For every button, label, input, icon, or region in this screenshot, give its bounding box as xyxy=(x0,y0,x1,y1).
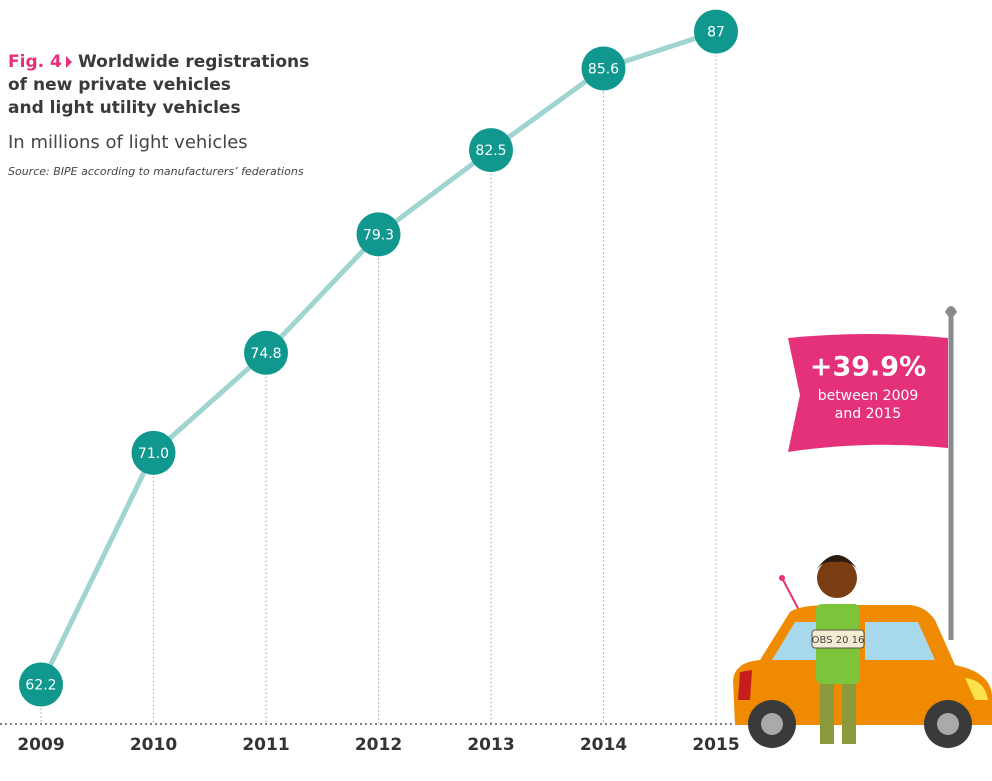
value-label: 71.0 xyxy=(138,446,169,462)
value-label: 87 xyxy=(707,25,725,41)
x-tick-label: 2011 xyxy=(242,735,289,755)
annotation-text: between 2009 xyxy=(818,388,919,404)
antenna xyxy=(782,578,800,612)
value-label: 62.2 xyxy=(25,678,56,694)
figure-label: Fig. 4 xyxy=(8,52,62,72)
subtitle: In millions of light vehicles xyxy=(8,132,248,153)
tail-light xyxy=(738,670,752,700)
value-label: 74.8 xyxy=(250,346,281,362)
title-line: and light utility vehicles xyxy=(8,98,241,118)
plot: 62.2 71.0 74.8 79.3 82.5 85.6 87 2009 2010 2011 20… xyxy=(17,10,739,755)
value-label: 82.5 xyxy=(475,143,506,159)
annotation-value: +39.9% xyxy=(810,352,926,383)
x-tick-label: 2010 xyxy=(130,735,177,755)
x-tick-label: 2014 xyxy=(580,735,627,755)
header: Fig. 4 Worldwide registrations of new pr… xyxy=(8,52,309,178)
pole-top xyxy=(945,306,957,317)
x-tick-label: 2012 xyxy=(355,735,402,755)
x-tick-label: 2009 xyxy=(17,735,64,755)
x-tick-label: 2015 xyxy=(692,735,739,755)
antenna-tip xyxy=(779,575,785,581)
annotation-text: and 2015 xyxy=(835,406,901,422)
hub xyxy=(937,713,959,735)
hub xyxy=(761,713,783,735)
title-line: of new private vehicles xyxy=(8,75,231,95)
title-line: Worldwide registrations xyxy=(78,52,309,72)
flag: +39.9% between 2009 and 2015 xyxy=(788,306,957,640)
value-label: 85.6 xyxy=(588,61,619,77)
x-tick-label: 2013 xyxy=(467,735,514,755)
value-label: 79.3 xyxy=(363,227,394,243)
plate-text: OBS 20 16 xyxy=(812,635,865,646)
leg xyxy=(842,680,856,744)
leg xyxy=(820,680,834,744)
chart: Fig. 4 Worldwide registrations of new pr… xyxy=(0,0,992,781)
source: Source: BIPE according to manufacturers’… xyxy=(8,165,304,178)
arrow xyxy=(66,56,72,68)
